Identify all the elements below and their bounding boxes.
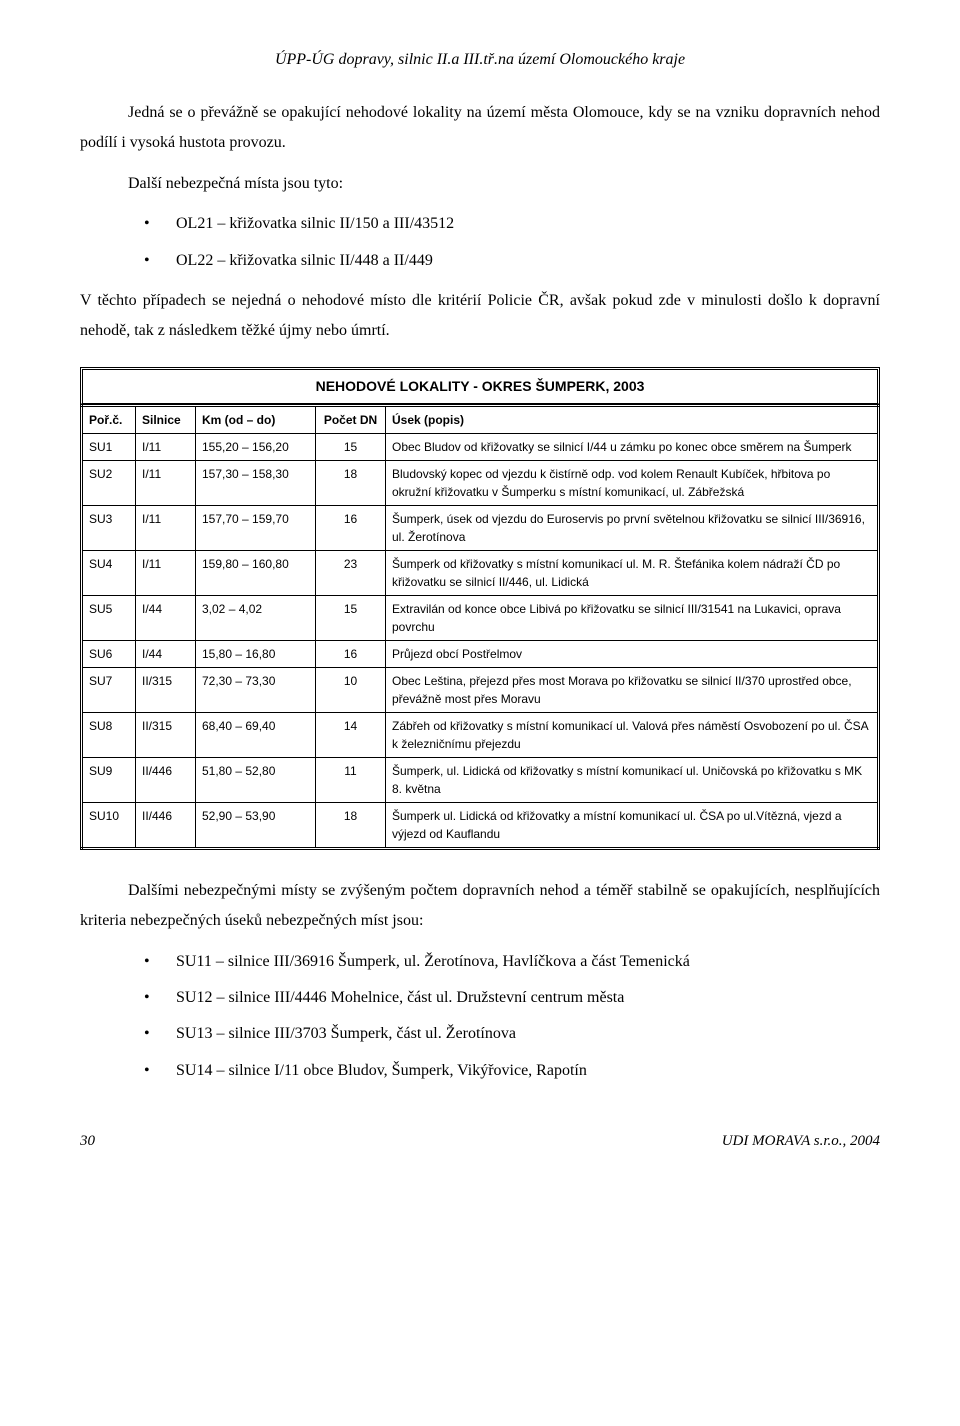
table-cell: Obec Bludov od křižovatky se silnicí I/4… — [386, 433, 879, 460]
bullet-su13: SU13 – silnice III/3703 Šumperk, část ul… — [80, 1019, 880, 1049]
table-cell: 157,70 – 159,70 — [196, 505, 316, 550]
table-cell: SU7 — [82, 667, 136, 712]
table-cell: I/44 — [136, 640, 196, 667]
table-cell: SU5 — [82, 595, 136, 640]
table-cell: 15 — [316, 433, 386, 460]
para-intro-1: Jedná se o převážně se opakující nehodov… — [80, 98, 880, 159]
table-cell: 68,40 – 69,40 — [196, 712, 316, 757]
footer-org: UDI MORAVA s.r.o., 2004 — [722, 1130, 880, 1153]
table-cell: Šumperk ul. Lidická od křižovatky a míst… — [386, 802, 879, 848]
table-cell: 157,30 – 158,30 — [196, 460, 316, 505]
table-cell: 14 — [316, 712, 386, 757]
col-pocetdn: Počet DN — [316, 405, 386, 433]
table-cell: II/446 — [136, 757, 196, 802]
table-row: SU8II/31568,40 – 69,4014Zábřeh od křižov… — [82, 712, 879, 757]
para-intro-2: Další nebezpečná místa jsou tyto: — [80, 169, 880, 199]
table-cell: 155,20 – 156,20 — [196, 433, 316, 460]
doc-title: ÚPP-ÚG dopravy, silnic II.a III.tř.na úz… — [275, 51, 685, 68]
table-cell: Šumperk, ul. Lidická od křižovatky s mís… — [386, 757, 879, 802]
table-cell: SU1 — [82, 433, 136, 460]
table-cell: I/11 — [136, 433, 196, 460]
table-cell: 11 — [316, 757, 386, 802]
table-cell: I/11 — [136, 550, 196, 595]
col-km: Km (od – do) — [196, 405, 316, 433]
bullet-ol21: OL21 – křižovatka silnic II/150 a III/43… — [80, 209, 880, 239]
table-cell: 3,02 – 4,02 — [196, 595, 316, 640]
bullet-su12: SU12 – silnice III/4446 Mohelnice, část … — [80, 983, 880, 1013]
table-cell: 10 — [316, 667, 386, 712]
col-silnice: Silnice — [136, 405, 196, 433]
table-cell: Šumperk, úsek od vjezdu do Euroservis po… — [386, 505, 879, 550]
table-cell: Šumperk od křižovatky s místní komunikac… — [386, 550, 879, 595]
page-number: 30 — [80, 1130, 95, 1153]
table-cell: SU3 — [82, 505, 136, 550]
col-porc: Poř.č. — [82, 405, 136, 433]
table-row: SU7II/31572,30 – 73,3010Obec Leština, př… — [82, 667, 879, 712]
bullet-su11: SU11 – silnice III/36916 Šumperk, ul. Že… — [80, 947, 880, 977]
table-row: SU6I/4415,80 – 16,8016Průjezd obcí Postř… — [82, 640, 879, 667]
table-cell: 23 — [316, 550, 386, 595]
table-cell: SU10 — [82, 802, 136, 848]
table-cell: Průjezd obcí Postřelmov — [386, 640, 879, 667]
bullet-su14: SU14 – silnice I/11 obce Bludov, Šumperk… — [80, 1056, 880, 1086]
page-footer: 30 UDI MORAVA s.r.o., 2004 — [80, 1130, 880, 1153]
table-cell: 52,90 – 53,90 — [196, 802, 316, 848]
table-cell: 51,80 – 52,80 — [196, 757, 316, 802]
table-cell: 159,80 – 160,80 — [196, 550, 316, 595]
table-cell: Bludovský kopec od vjezdu k čistírně odp… — [386, 460, 879, 505]
bullet-list-2: SU11 – silnice III/36916 Šumperk, ul. Že… — [80, 947, 880, 1087]
table-cell: 72,30 – 73,30 — [196, 667, 316, 712]
table-cell: SU2 — [82, 460, 136, 505]
table-cell: 15 — [316, 595, 386, 640]
table-row: SU2I/11157,30 – 158,3018Bludovský kopec … — [82, 460, 879, 505]
table-header-row: Poř.č. Silnice Km (od – do) Počet DN Úse… — [82, 405, 879, 433]
table-title: NEHODOVÉ LOKALITY - OKRES ŠUMPERK, 2003 — [80, 367, 880, 404]
table-row: SU10II/44652,90 – 53,9018Šumperk ul. Lid… — [82, 802, 879, 848]
table-cell: Extravilán od konce obce Libivá po křižo… — [386, 595, 879, 640]
table-cell: II/315 — [136, 667, 196, 712]
table-cell: SU9 — [82, 757, 136, 802]
table-cell: SU6 — [82, 640, 136, 667]
table-cell: 15,80 – 16,80 — [196, 640, 316, 667]
table-row: SU5I/443,02 – 4,0215Extravilán od konce … — [82, 595, 879, 640]
table-row: SU4I/11159,80 – 160,8023Šumperk od křižo… — [82, 550, 879, 595]
para-intro-3: V těchto případech se nejedná o nehodové… — [80, 286, 880, 347]
table-cell: SU8 — [82, 712, 136, 757]
table-cell: 18 — [316, 460, 386, 505]
doc-header: ÚPP-ÚG dopravy, silnic II.a III.tř.na úz… — [80, 48, 880, 72]
table-row: SU3I/11157,70 – 159,7016Šumperk, úsek od… — [82, 505, 879, 550]
table-cell: 16 — [316, 505, 386, 550]
table-cell: I/44 — [136, 595, 196, 640]
para-after-table: Dalšími nebezpečnými místy se zvýšeným p… — [80, 876, 880, 937]
bullet-ol22: OL22 – křižovatka silnic II/448 a II/449 — [80, 246, 880, 276]
table-cell: I/11 — [136, 505, 196, 550]
table-cell: I/11 — [136, 460, 196, 505]
table-cell: 16 — [316, 640, 386, 667]
table-cell: SU4 — [82, 550, 136, 595]
col-usek: Úsek (popis) — [386, 405, 879, 433]
table-row: SU9II/44651,80 – 52,8011Šumperk, ul. Lid… — [82, 757, 879, 802]
table-row: SU1I/11155,20 – 156,2015Obec Bludov od k… — [82, 433, 879, 460]
table-cell: II/446 — [136, 802, 196, 848]
table-cell: II/315 — [136, 712, 196, 757]
accident-table: Poř.č. Silnice Km (od – do) Počet DN Úse… — [80, 404, 880, 850]
table-cell: Obec Leština, přejezd přes most Morava p… — [386, 667, 879, 712]
table-cell: 18 — [316, 802, 386, 848]
table-cell: Zábřeh od křižovatky s místní komunikací… — [386, 712, 879, 757]
bullet-list-1: OL21 – křižovatka silnic II/150 a III/43… — [80, 209, 880, 276]
